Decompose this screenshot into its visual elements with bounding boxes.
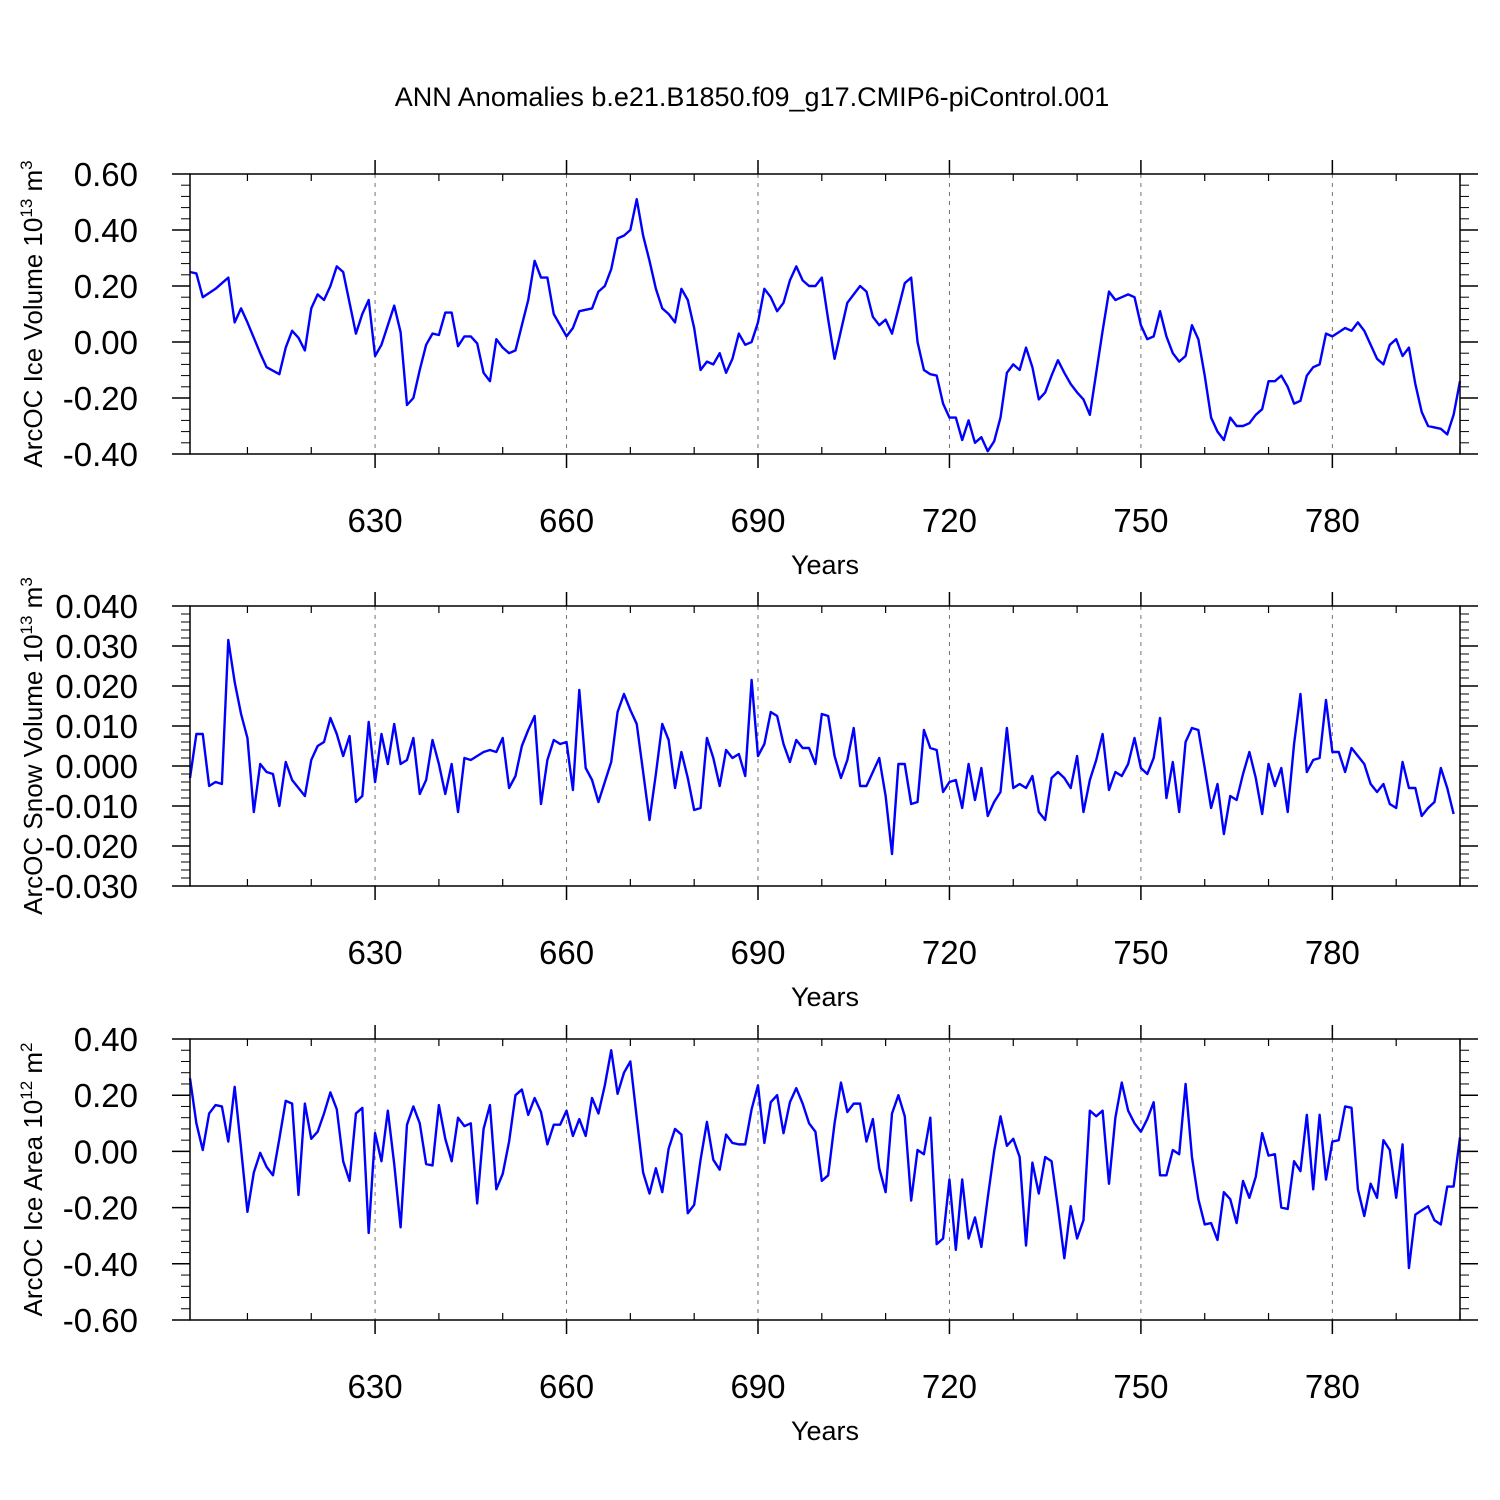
x-tick-label: 780: [1305, 934, 1360, 971]
x-tick-label: 660: [539, 502, 594, 539]
y-tick-label: -0.010: [44, 788, 138, 825]
y-tick-label: -0.40: [63, 1246, 138, 1283]
y-tick-label: -0.20: [63, 1190, 138, 1227]
x-tick-label: 720: [922, 934, 977, 971]
x-tick-label: 780: [1305, 1368, 1360, 1405]
y-tick-label: 0.20: [74, 1077, 138, 1114]
x-axis-label: Years: [791, 550, 859, 580]
y-tick-label: 0.010: [55, 708, 138, 745]
y-tick-label: -0.40: [63, 436, 138, 473]
y-axis-label: ArcOC Snow Volume 1013 m3: [17, 577, 48, 915]
x-tick-label: 720: [922, 1368, 977, 1405]
chart-title: ANN Anomalies b.e21.B1850.f09_g17.CMIP6-…: [395, 82, 1109, 112]
x-tick-label: 630: [348, 502, 403, 539]
y-tick-label: 0.60: [74, 156, 138, 193]
series-line: [188, 1049, 1462, 1270]
y-tick-label: 0.00: [74, 324, 138, 361]
x-tick-label: 660: [539, 1368, 594, 1405]
x-axis-label: Years: [791, 982, 859, 1012]
x-tick-label: 720: [922, 502, 977, 539]
y-tick-label: 0.20: [74, 268, 138, 305]
x-tick-label: 690: [730, 502, 785, 539]
y-axis-label: ArcOC Ice Volume 1013 m3: [17, 160, 48, 467]
x-tick-label: 660: [539, 934, 594, 971]
y-tick-label: -0.030: [44, 868, 138, 905]
x-tick-label: 750: [1113, 1368, 1168, 1405]
y-axis-label: ArcOC Ice Area 1012 m2: [17, 1042, 48, 1316]
x-tick-label: 780: [1305, 502, 1360, 539]
x-tick-label: 690: [730, 1368, 785, 1405]
x-tick-label: 630: [348, 934, 403, 971]
panel-ice-area: 630 660 690 720 750 780 Years 0.40 0.20 0.00 -0.20…: [17, 1021, 1478, 1446]
y-tick-label: 0.000: [55, 748, 138, 785]
x-axis-label: Years: [791, 1416, 859, 1446]
panel-snow-volume: 630 660 690 720 750 780Years0.0400.0300.0200.…: [17, 577, 1478, 1012]
x-tick-label: 630: [348, 1368, 403, 1405]
y-tick-label: 0.40: [74, 1021, 138, 1058]
y-tick-label: 0.040: [55, 588, 138, 625]
y-tick-label: 0.40: [74, 212, 138, 249]
x-tick-label: 750: [1113, 502, 1168, 539]
plot-frame: [189, 173, 1461, 455]
series-line: [189, 198, 1462, 453]
y-tick-label: -0.020: [44, 828, 138, 865]
y-tick-label: 0.00: [74, 1133, 138, 1170]
x-tick-label: 690: [730, 934, 785, 971]
y-tick-label: 0.020: [55, 668, 138, 705]
y-tick-label: 0.030: [55, 628, 138, 665]
series-line: [188, 638, 1455, 856]
plot-frame: [189, 1038, 1461, 1321]
y-tick-label: -0.60: [63, 1302, 138, 1339]
y-tick-label: -0.20: [63, 380, 138, 417]
x-tick-label: 750: [1113, 934, 1168, 971]
plot-frame: [189, 605, 1461, 887]
panel-ice-volume: 630 660 690 720 750 780 Years 0.60 0.40 0.20 0.00 -…: [17, 156, 1478, 580]
